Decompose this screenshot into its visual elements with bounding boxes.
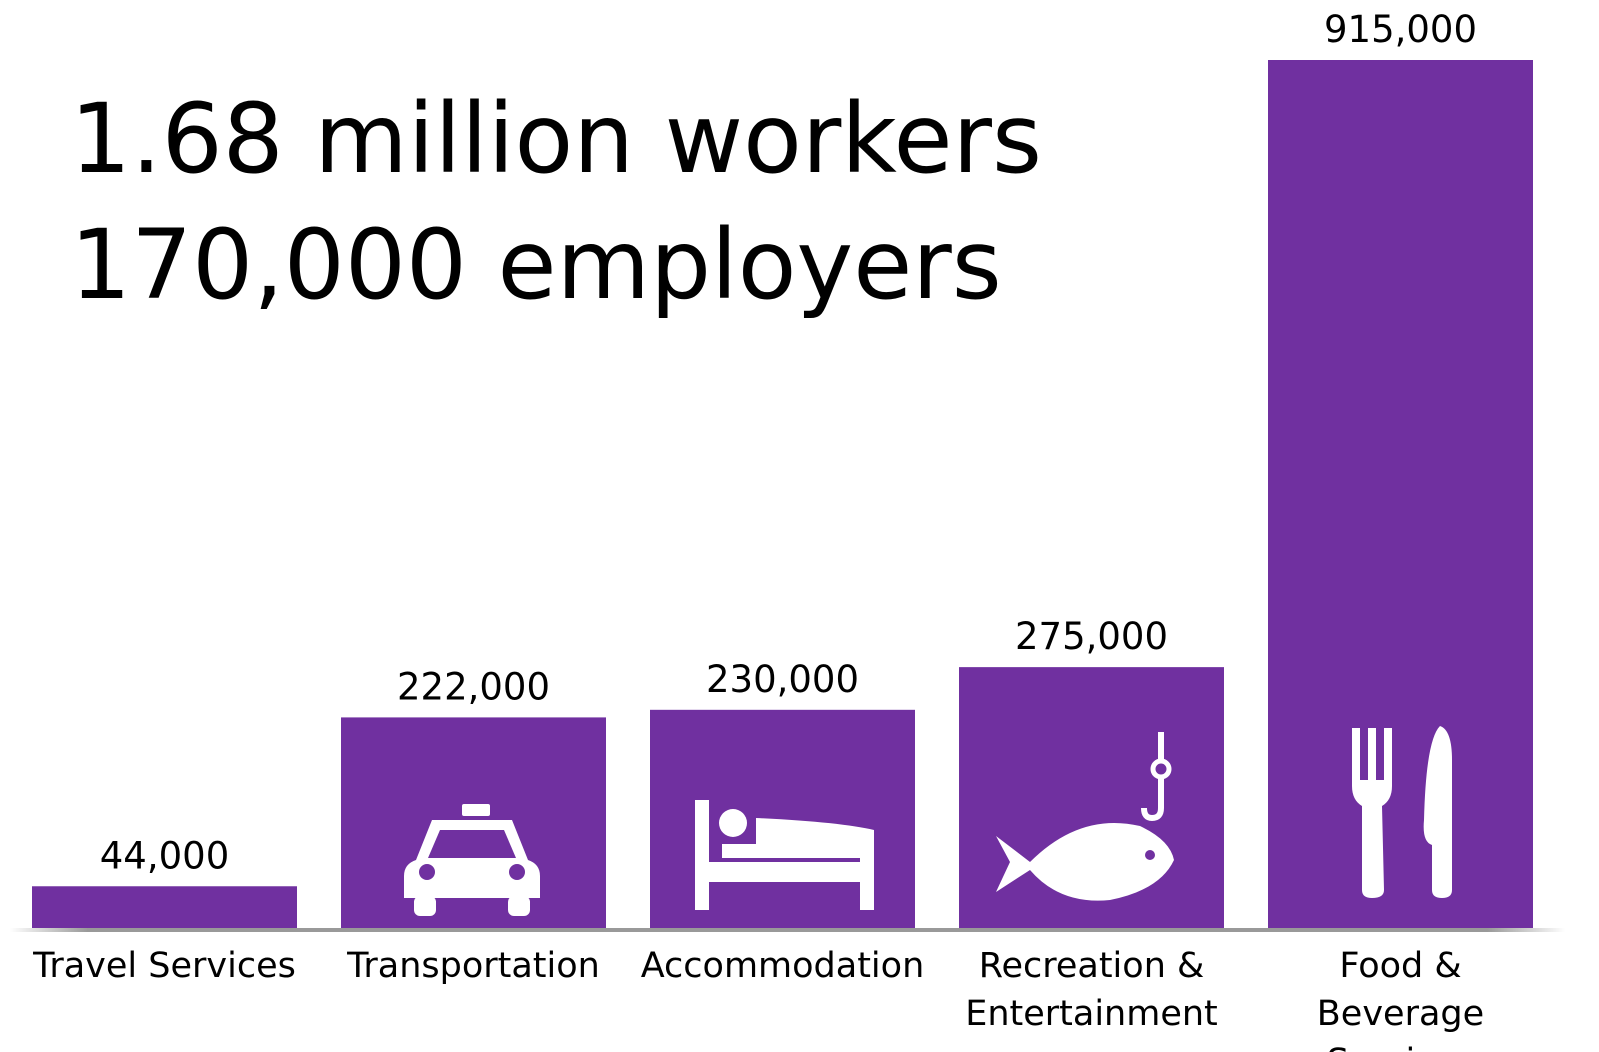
value-label: 915,000 — [1324, 8, 1477, 51]
taxi-icon — [404, 804, 540, 916]
icons — [404, 726, 1452, 916]
bar — [32, 886, 297, 928]
annotation: 1.68 million workers — [70, 83, 1042, 195]
fish-icon — [996, 732, 1174, 901]
bed-icon — [695, 800, 874, 910]
baseline — [10, 928, 1565, 932]
value-label: 44,000 — [100, 834, 229, 877]
bar — [1268, 60, 1533, 928]
category-label: Recreation & Entertainment — [965, 946, 1218, 1034]
value-label: 222,000 — [397, 665, 550, 708]
bars — [32, 60, 1533, 928]
cutlery-icon — [1352, 726, 1452, 898]
value-label: 275,000 — [1015, 615, 1168, 658]
category-label: Transportation — [347, 946, 600, 986]
category-label: Accommodation — [640, 946, 925, 986]
category-label: Travel Services — [33, 946, 296, 986]
bar — [650, 709, 915, 928]
category-label: Food & Beverage Services — [1316, 946, 1485, 1052]
value-label: 230,000 — [706, 658, 859, 701]
annotation: 170,000 employers — [70, 209, 1002, 321]
